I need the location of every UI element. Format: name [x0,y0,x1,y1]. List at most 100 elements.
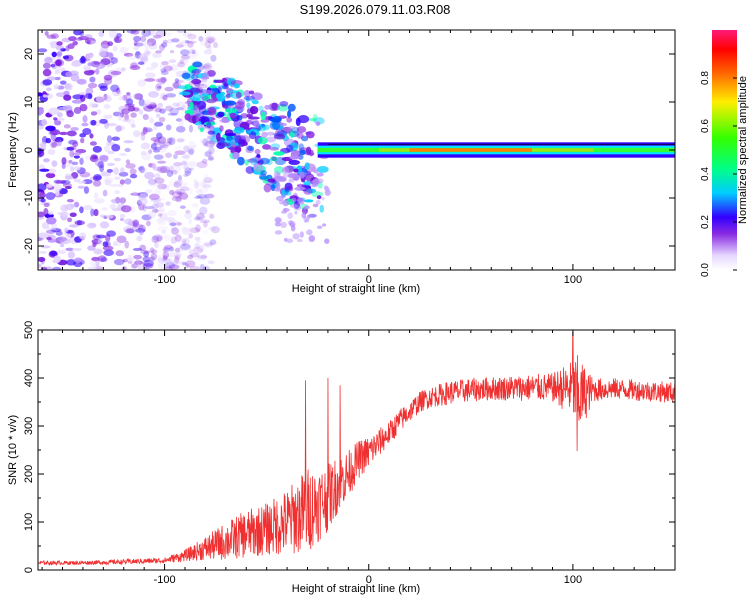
noise-speckle [73,257,83,263]
noise-speckle [39,168,50,172]
noise-speckle [46,93,53,100]
noise-speckle [86,54,93,59]
noise-speckle [133,254,143,260]
noise-speckle [110,84,120,92]
band-blob [279,100,289,107]
band-blob [287,103,296,112]
band-blob [207,135,219,140]
noise-speckle [202,179,211,184]
noise-speckle [102,241,109,248]
band-tail [306,229,313,236]
band-blob [245,166,255,174]
band-blob [261,131,268,138]
noise-speckle [198,35,204,42]
noise-speckle [87,266,99,270]
noise-speckle [196,161,205,169]
noise-speckle [190,253,200,258]
band-blob [260,111,267,121]
noise-speckle [132,191,137,196]
band-tail [291,197,297,203]
noise-speckle [103,114,113,119]
band-blob [177,85,188,90]
noise-speckle [196,161,208,169]
band-tail [308,235,316,242]
noise-speckle [162,94,168,101]
noise-speckle [133,40,138,46]
noise-speckle [155,78,161,83]
band-blob [297,115,310,124]
noise-speckle [188,124,194,133]
noise-speckle [209,139,215,148]
spectrogram-xtick-label: -100 [154,274,176,286]
snr-xtick-label: 0 [366,574,372,586]
noise-speckle [143,50,150,57]
band-blob [287,173,299,179]
noise-speckle [169,189,175,195]
noise-speckle [147,105,154,110]
noise-speckle [133,42,144,47]
noise-speckle [157,226,168,231]
noise-speckle [56,112,63,118]
noise-speckle [188,248,194,254]
noise-speckle [166,38,174,44]
noise-speckle [187,161,199,168]
band-blob [263,183,272,193]
noise-speckle [48,210,54,216]
noise-speckle [186,227,196,234]
noise-speckle [41,119,48,126]
noise-speckle [120,167,125,173]
spectrogram-ytick-label: 10 [23,96,35,108]
noise-speckle [163,233,171,242]
noise-speckle [113,167,119,175]
noise-speckle [44,57,53,64]
noise-speckle [124,147,131,153]
noise-speckle [150,249,158,254]
noise-speckle [68,224,79,228]
noise-speckle [132,107,140,112]
noise-speckle [184,260,196,268]
band-blob [306,146,312,155]
band-blob [229,112,237,119]
noise-speckle [132,130,141,138]
noise-speckle [107,41,114,47]
band-blob [207,69,216,77]
colorbar-ticks: 0.0 0.2 0.4 0.6 0.8 [700,71,737,277]
noise-speckle [152,166,162,171]
noise-speckle [79,103,88,112]
noise-speckle [140,35,147,43]
noise-speckle [187,33,197,40]
noise-speckle [63,94,72,101]
noise-speckle [177,137,185,143]
noise-speckle [100,257,108,263]
noise-speckle [41,266,48,270]
noise-speckle [205,193,215,199]
band-blob [319,204,325,213]
noise-speckle [110,70,122,76]
noise-speckle [144,172,150,177]
noise-speckle [92,242,97,247]
noise-speckle [45,172,56,179]
noise-speckle [139,165,146,174]
noise-speckle [166,170,174,178]
band-blob [312,203,319,208]
band-blob [226,134,233,142]
band-blob [315,121,321,126]
spectrogram-xlabel: Height of straight line (km) [292,283,420,295]
band-tail [280,193,287,199]
noise-speckle [128,118,135,126]
noise-speckle [123,225,134,234]
noise-speckle [129,173,138,179]
band-blob [267,178,277,183]
noise-speckle [159,96,166,100]
noise-speckle [199,80,209,85]
noise-speckle [123,140,134,144]
noise-speckle [165,258,175,264]
noise-speckle [46,236,52,241]
noise-speckle [89,133,94,139]
noise-speckle [140,131,146,136]
noise-speckle [110,199,120,203]
noise-speckle [132,247,143,252]
band-blob [235,91,242,99]
band-tail [303,205,311,210]
noise-speckle [187,51,198,59]
